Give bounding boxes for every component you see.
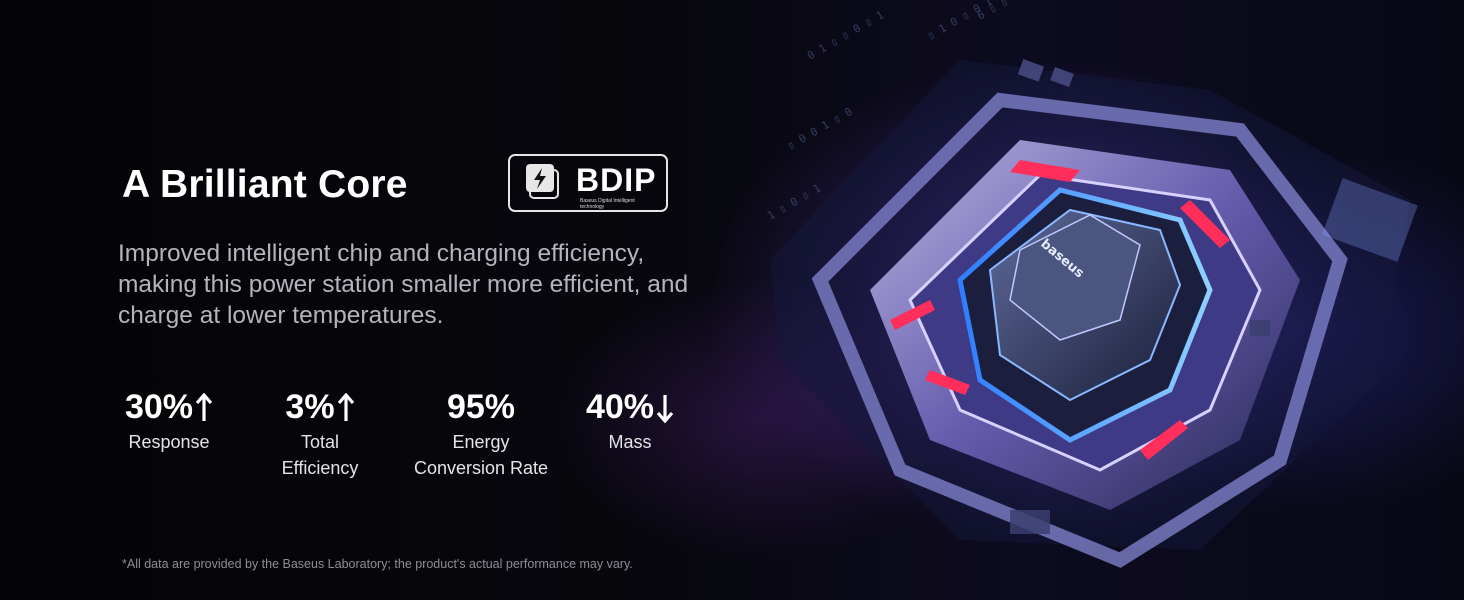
stat-label-line2: Efficiency <box>281 458 359 478</box>
svg-text:▯ 0 0 1 ▯ 0: ▯ 0 0 1 ▯ 0 <box>785 105 855 153</box>
stat-mass: 40% Mass <box>576 388 684 455</box>
stat-label: Energy Conversion Rate <box>408 429 554 481</box>
stat-label-line1: Total <box>300 432 340 452</box>
description: Improved intelligent chip and charging e… <box>118 240 689 329</box>
stat-label-line1: Energy <box>452 432 510 452</box>
stat-response: 30% Response <box>118 388 220 455</box>
stat-label: Mass <box>608 432 652 452</box>
svg-text:0 1 ▯ ▯ 0 ▯ 1: 0 1 ▯ ▯ 0 ▯ 1 <box>805 8 886 62</box>
stat-label: Total Efficiency <box>272 429 368 481</box>
stat-value: 3% <box>285 388 335 426</box>
stat-label-line2: Conversion Rate <box>413 458 549 478</box>
badge-text: BDIP <box>576 162 657 198</box>
arrow-up-icon <box>337 392 354 421</box>
arrow-down-icon <box>656 394 674 423</box>
badge-subtext: Baseus Digital Intelligent technology <box>580 198 635 210</box>
arrow-up-icon <box>195 392 213 421</box>
footnote: *All data are provided by the Baseus Lab… <box>122 557 633 571</box>
stat-energy-conversion: 95% Energy Conversion Rate <box>408 388 554 481</box>
stat-label: Response <box>128 432 210 452</box>
stat-value: 40% <box>585 388 655 426</box>
lightning-icon <box>526 164 559 199</box>
chip-illustration: 0 1 ▯ ▯ 0 ▯ 1 ▯ 0 0 1 ▯ 0 1 ▯ 0 ▯ 1 ▯ 1 … <box>765 0 1418 568</box>
headline: A Brilliant Core <box>122 163 408 206</box>
stat-value: 95% <box>446 388 516 426</box>
stat-value: 30% <box>124 388 194 426</box>
stat-total-efficiency: 3% Total Efficiency <box>272 388 368 481</box>
bdip-badge: BDIP Baseus Digital Intelligent technolo… <box>508 154 668 212</box>
